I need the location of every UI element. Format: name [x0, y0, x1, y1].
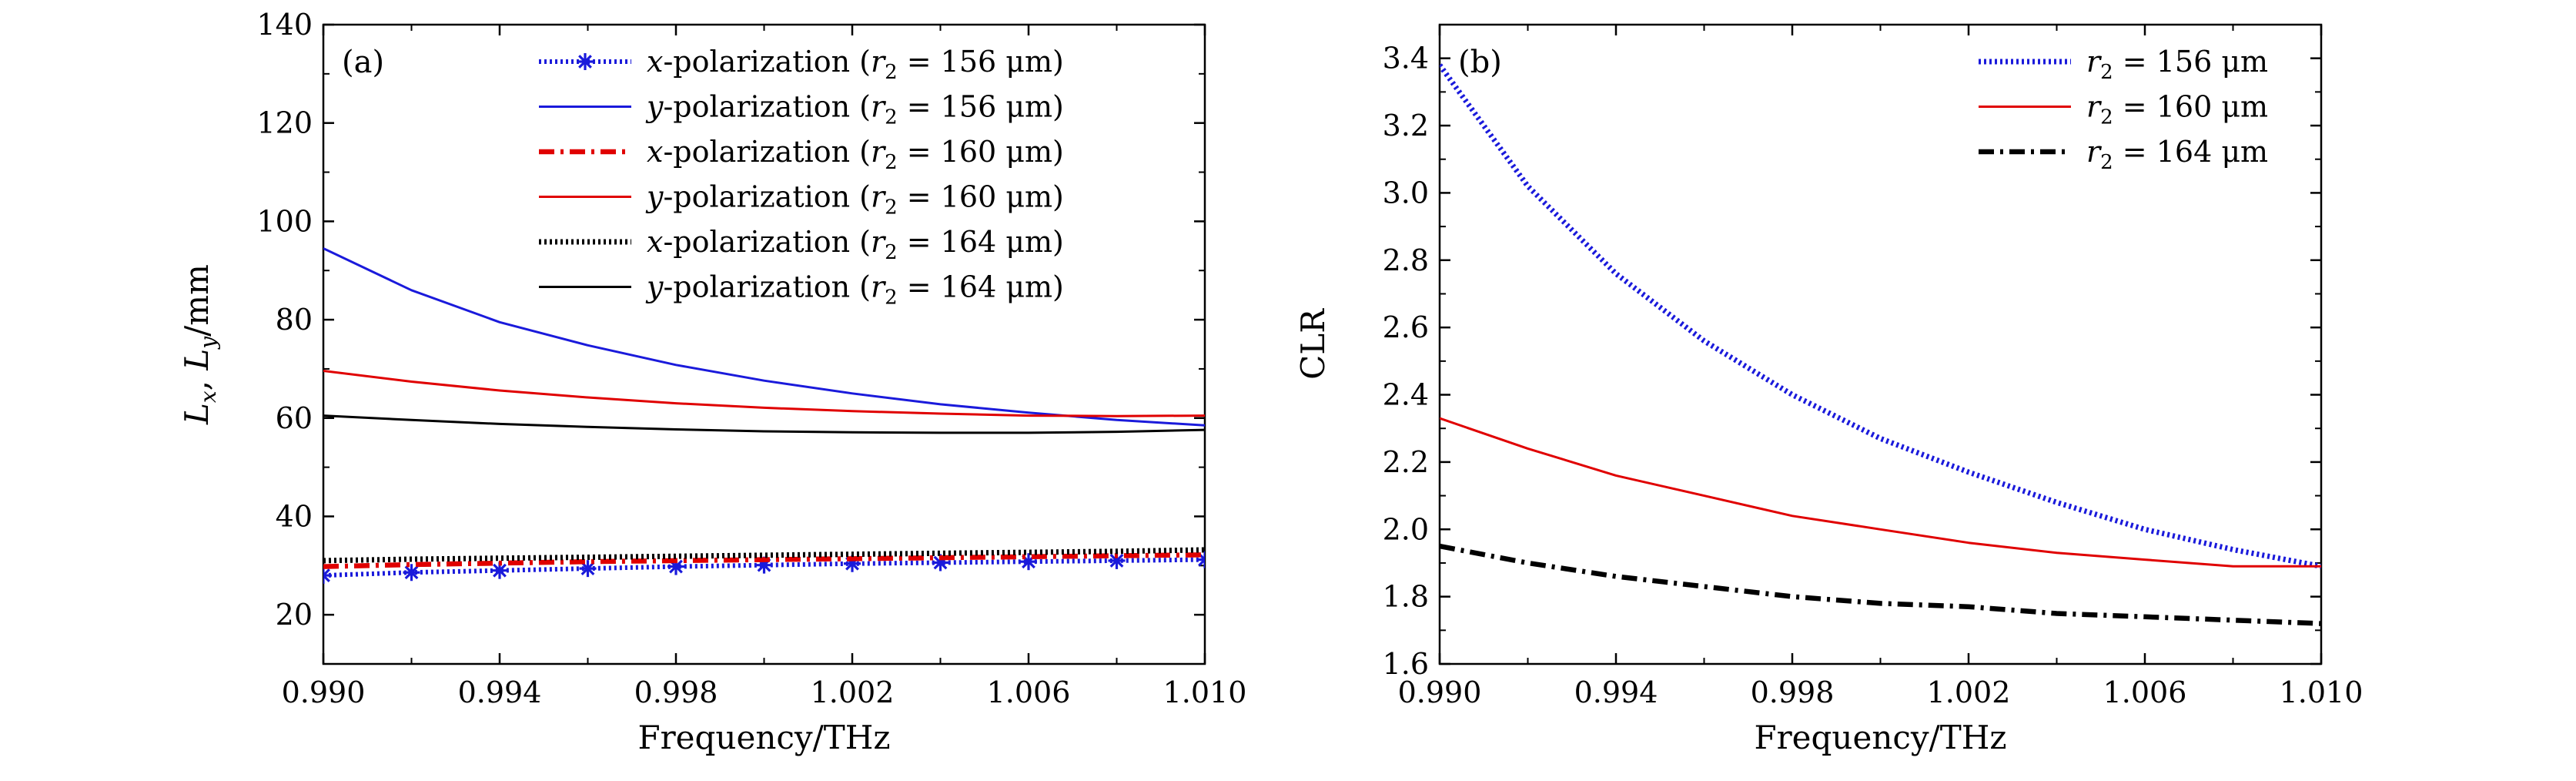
- series-line: [1440, 417, 2321, 568]
- legend-label: y-polarization (r2 = 160 μm): [645, 180, 1064, 220]
- y-tick-label: 60: [276, 401, 313, 435]
- y-axis-label: Lx, Ly/mm: [178, 264, 221, 425]
- series-marker: [323, 567, 332, 585]
- y-tick-label: 3.0: [1383, 176, 1429, 209]
- x-tick-label: 1.010: [2280, 675, 2364, 709]
- y-tick-label: 3.2: [1383, 109, 1429, 142]
- series-line: [323, 552, 1205, 569]
- legend-label: x-polarization (r2 = 156 μm): [647, 45, 1064, 84]
- x-tick-label: 1.002: [811, 675, 895, 709]
- x-tick-label: 1.006: [2103, 675, 2187, 709]
- series-line: [1440, 543, 2321, 626]
- y-tick-label: 2.6: [1383, 310, 1429, 344]
- y-tick-label: 2.2: [1383, 445, 1429, 479]
- x-tick-label: 0.998: [1751, 675, 1835, 709]
- y-axis-label: CLR: [1294, 308, 1332, 380]
- y-tick-label: 140: [256, 8, 313, 42]
- x-tick-label: 1.010: [1163, 675, 1247, 709]
- series-line: [1440, 63, 2321, 569]
- x-tick-label: 0.998: [634, 675, 718, 709]
- legend-label: r2 = 156 μm: [2086, 45, 2268, 84]
- y-tick-label: 1.8: [1383, 580, 1429, 614]
- panel-label: (b): [1458, 45, 1502, 80]
- y-tick-label: 80: [276, 303, 313, 337]
- y-tick-label: 2.0: [1383, 512, 1429, 546]
- legend-label: r2 = 164 μm: [2086, 135, 2268, 174]
- x-tick-label: 1.006: [987, 675, 1071, 709]
- y-tick-label: 40: [276, 499, 313, 533]
- series-line: [323, 414, 1205, 434]
- series-marker: [403, 564, 420, 582]
- legend-label: y-polarization (r2 = 164 μm): [645, 270, 1064, 310]
- legend-label: y-polarization (r2 = 156 μm): [645, 90, 1064, 129]
- x-tick-label: 0.994: [458, 675, 542, 709]
- series-marker: [1108, 551, 1126, 569]
- y-tick-label: 1.6: [1383, 647, 1429, 681]
- legend-marker: [577, 53, 594, 70]
- series-group: [1440, 63, 2321, 626]
- x-axis-label: Frequency/THz: [1754, 719, 2006, 756]
- x-tick-label: 1.002: [1927, 675, 2011, 709]
- series-line: [323, 370, 1205, 417]
- legend-label: x-polarization (r2 = 160 μm): [647, 135, 1064, 174]
- x-tick-label: 0.990: [1398, 675, 1482, 709]
- series-marker: [579, 560, 597, 578]
- panel-a: 0.990 0.994 0.998 1.002 1.006 1.010 20 40 60 80 10…: [178, 8, 1246, 756]
- series-group: [323, 247, 1205, 585]
- series-line: [323, 547, 1205, 564]
- y-tick-label: 100: [256, 204, 313, 238]
- y-tick-label: 120: [256, 106, 313, 140]
- legend-label: x-polarization (r2 = 164 μm): [647, 225, 1064, 264]
- series-line: [323, 557, 1205, 578]
- x-tick-label: 0.994: [1574, 675, 1658, 709]
- y-tick-label: 20: [276, 598, 313, 632]
- y-tick-label: 3.4: [1383, 42, 1429, 75]
- y-tick-label: 2.4: [1383, 378, 1429, 412]
- panel-b: 0.990 0.994 0.998 1.002 1.006 1.010 1.6 1.8 2.0 2…: [1294, 23, 2364, 756]
- y-tick-label: 2.8: [1383, 243, 1429, 277]
- x-tick-label: 0.990: [282, 675, 366, 709]
- legend-label: r2 = 160 μm: [2086, 90, 2268, 129]
- x-axis-label: Frequency/THz: [637, 719, 890, 756]
- panel-label: (a): [342, 45, 384, 80]
